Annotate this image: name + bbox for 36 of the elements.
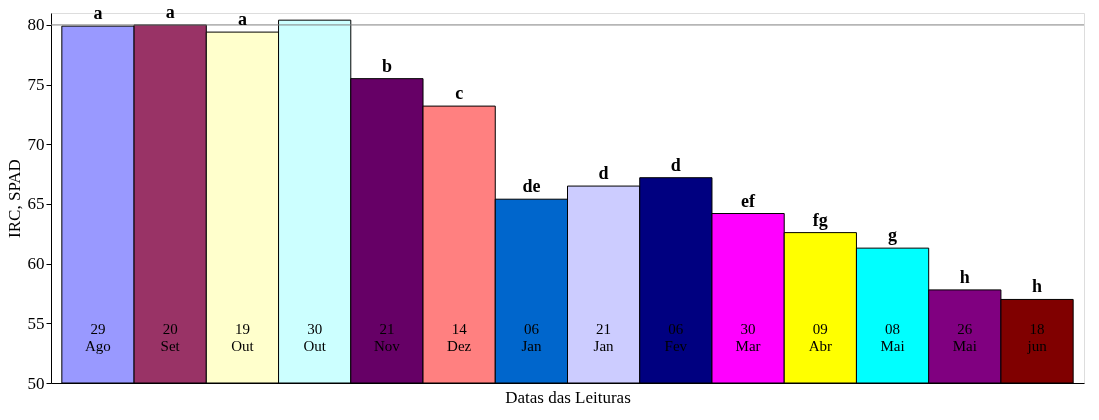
x-tick-label: 14 Dez	[447, 320, 472, 354]
annotation: a	[237, 9, 247, 30]
annotation: d	[670, 154, 681, 175]
x-tick-label: 18 jun	[1026, 320, 1048, 354]
y-tick-label: 65	[27, 194, 45, 214]
y-tick-label: 60	[27, 254, 45, 274]
x-tick-label: 09 Abr	[808, 320, 832, 354]
y-tick-label: 80	[27, 15, 45, 35]
annotation: h	[959, 266, 970, 287]
x-tick-label: 21 Nov	[373, 320, 401, 354]
x-tick-label: 29 Ago	[85, 320, 111, 354]
x-tick-label: 26 Mai	[952, 320, 977, 354]
x-tick-label: 20 Set	[160, 320, 181, 354]
annotation: a	[165, 1, 175, 22]
x-axis-title: Datas das Leituras	[505, 387, 631, 407]
y-tick-label: 75	[27, 75, 45, 95]
x-tick-label: 19 Out	[231, 320, 255, 354]
annotation: g	[888, 225, 898, 246]
y-axis-title: IRC, SPAD	[4, 159, 24, 238]
y-tick-label: 55	[27, 313, 45, 333]
annotation: ef	[741, 190, 757, 211]
x-tick-label: 08 Mai	[880, 320, 905, 354]
annotation: b	[381, 55, 392, 76]
x-tick-label: 30 Out	[303, 320, 327, 354]
x-tick-label: 30 Mar	[735, 320, 761, 354]
annotation: c	[455, 83, 464, 104]
annotation: de	[522, 176, 541, 197]
y-tick-label: 70	[27, 134, 45, 154]
x-tick-label: 06 Fev	[664, 320, 688, 354]
x-tick-label: 06 Jan	[521, 320, 542, 354]
annotation: fg	[812, 209, 828, 230]
annotation: h	[1032, 276, 1043, 297]
annotation: a	[93, 3, 103, 24]
x-tick-label: 21 Jan	[593, 320, 615, 354]
y-tick-label: 50	[27, 373, 45, 393]
annotation: d	[598, 163, 609, 184]
